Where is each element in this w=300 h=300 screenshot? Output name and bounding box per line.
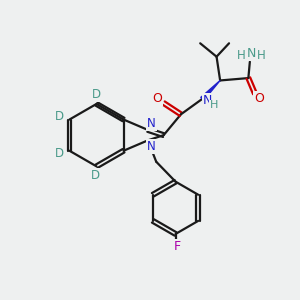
Text: H: H [210, 100, 218, 110]
Text: N: N [147, 117, 156, 130]
Text: O: O [152, 92, 162, 105]
Text: D: D [55, 147, 64, 160]
Text: N: N [203, 94, 212, 107]
Text: N: N [247, 47, 256, 60]
Text: D: D [91, 169, 100, 182]
Text: D: D [55, 110, 64, 123]
Text: H: H [257, 49, 266, 62]
Text: D: D [92, 88, 101, 101]
Polygon shape [201, 80, 220, 100]
Text: H: H [237, 49, 246, 62]
Text: F: F [173, 240, 181, 253]
Text: O: O [254, 92, 264, 105]
Text: N: N [147, 140, 156, 153]
